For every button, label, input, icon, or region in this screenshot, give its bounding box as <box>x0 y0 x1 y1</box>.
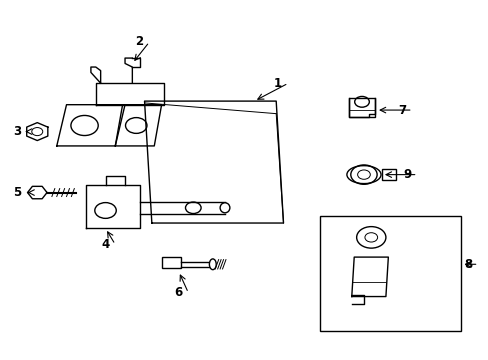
Text: 1: 1 <box>273 77 281 90</box>
Text: 9: 9 <box>402 168 410 181</box>
Polygon shape <box>181 262 212 267</box>
Polygon shape <box>27 123 48 140</box>
Text: 7: 7 <box>397 104 406 117</box>
Polygon shape <box>115 105 161 146</box>
Polygon shape <box>351 257 387 297</box>
Ellipse shape <box>346 166 380 184</box>
Polygon shape <box>140 202 224 214</box>
Text: 6: 6 <box>174 287 183 300</box>
Bar <box>348 98 374 117</box>
Bar <box>381 169 395 180</box>
Polygon shape <box>96 83 163 105</box>
Bar <box>161 257 181 268</box>
Ellipse shape <box>209 259 216 270</box>
Text: 5: 5 <box>13 186 21 199</box>
Polygon shape <box>86 185 140 228</box>
Text: 4: 4 <box>101 238 109 251</box>
Text: 2: 2 <box>135 35 143 49</box>
Circle shape <box>356 226 385 248</box>
Polygon shape <box>144 101 283 223</box>
Text: 3: 3 <box>13 125 21 138</box>
Text: 8: 8 <box>463 258 471 271</box>
Ellipse shape <box>220 203 229 213</box>
Polygon shape <box>27 186 47 199</box>
Bar <box>320 216 461 330</box>
Polygon shape <box>57 105 125 146</box>
